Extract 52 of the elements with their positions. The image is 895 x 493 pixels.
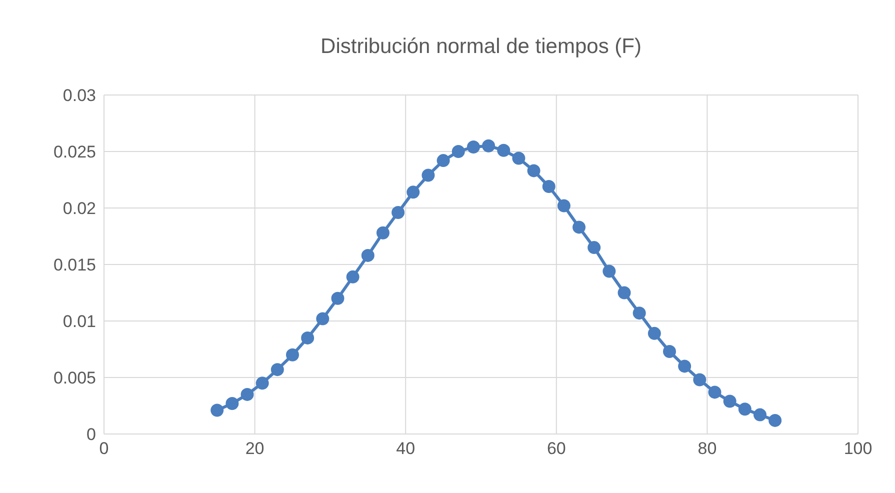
x-tick-label: 60 (546, 439, 566, 458)
y-tick-label: 0.01 (62, 312, 96, 332)
point (557, 199, 570, 212)
point (270, 363, 284, 376)
point (392, 206, 405, 220)
y-tick-label: 0.015 (53, 256, 96, 275)
point (316, 312, 330, 326)
y-tick-label: 0.025 (53, 142, 96, 162)
point (286, 348, 299, 362)
y-tick-label: 0 (86, 425, 96, 444)
point (527, 164, 540, 178)
y-tick-label: 0.005 (53, 368, 96, 388)
x-tick-label: 80 (698, 439, 717, 458)
x-tick-label: 100 (844, 439, 872, 458)
chart-title: Distribución normal de tiempos (F) (320, 35, 642, 59)
y-tick-label: 0.02 (62, 199, 96, 218)
point (588, 241, 601, 254)
point (753, 408, 766, 422)
point (422, 168, 435, 182)
y-tick-label: 0.03 (62, 86, 96, 106)
point (708, 386, 722, 399)
point (240, 388, 254, 401)
point (482, 139, 496, 152)
point (648, 326, 661, 340)
point (663, 345, 676, 358)
point (436, 154, 450, 168)
x-tick-label: 20 (245, 439, 264, 458)
point (572, 220, 586, 234)
point (512, 152, 526, 165)
point (738, 402, 752, 416)
point (497, 144, 510, 157)
x-tick-label: 40 (396, 439, 416, 458)
point (542, 180, 556, 194)
x-tick-label: 0 (99, 439, 109, 458)
point (226, 396, 239, 410)
point (331, 292, 344, 305)
point (618, 286, 631, 300)
point (693, 373, 706, 386)
point (346, 270, 360, 284)
point (452, 145, 465, 158)
point (210, 404, 224, 417)
point (723, 394, 736, 408)
point (632, 306, 646, 320)
point (256, 376, 269, 390)
point (301, 331, 314, 344)
point (376, 226, 390, 240)
point (678, 360, 692, 373)
point (602, 264, 616, 278)
point (406, 186, 420, 199)
point (466, 140, 480, 154)
point (361, 248, 374, 262)
point (768, 414, 782, 427)
